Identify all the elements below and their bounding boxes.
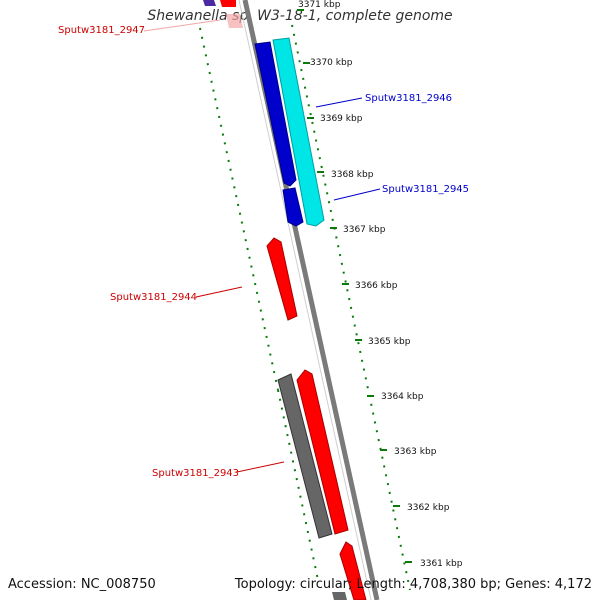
gene-label-group-2946: Sputw3181_2946: [315, 93, 452, 108]
tick-label-3365: 3365 kbp: [368, 337, 411, 347]
gene-label-2947[interactable]: Sputw3181_2947: [58, 25, 145, 36]
gene-bottom-cds[interactable]: [339, 541, 367, 600]
gene-cyan-cds[interactable]: [272, 37, 325, 227]
tick-label-3361: 3361 kbp: [420, 559, 463, 569]
gc-track-right: [291, 24, 411, 591]
gene-label-group-2943: Sputw3181_2943: [152, 461, 285, 479]
tick-label-3371: 3371 kbp: [298, 0, 341, 10]
feature-top: [203, 0, 243, 28]
tick-label-3366: 3366 kbp: [355, 281, 398, 291]
gene-2943-cds[interactable]: [296, 369, 349, 535]
gene-bottom-gray-cds: [332, 592, 347, 600]
gene-label-group-2947: Sputw3181_2947: [58, 19, 221, 36]
gene-label-2944[interactable]: Sputw3181_2944: [110, 292, 197, 303]
tick-label-3363: 3363 kbp: [394, 447, 437, 457]
tick-label-3370: 3370 kbp: [310, 58, 353, 68]
gene-2945-cds[interactable]: [282, 187, 304, 227]
gene-label-2946[interactable]: Sputw3181_2946: [365, 93, 452, 104]
gene-label-group-2944: Sputw3181_2944: [110, 286, 243, 303]
map-title: Shewanella sp. W3-18-1, complete genome: [147, 8, 453, 24]
accession-text: Accession: NC_008750: [8, 577, 156, 592]
gene-2944-cds[interactable]: [266, 237, 298, 321]
gene-label-group-2945: Sputw3181_2945: [333, 184, 469, 201]
tick-label-3362: 3362 kbp: [407, 503, 450, 513]
gene-2946-cds[interactable]: [254, 41, 297, 187]
tick-label-3364: 3364 kbp: [381, 392, 424, 402]
gene-gray-cds[interactable]: [277, 373, 333, 539]
genome-summary-text: Topology: circular; Length: 4,708,380 bp…: [234, 577, 592, 592]
tick-label-3369: 3369 kbp: [320, 114, 363, 124]
tick-label-3367: 3367 kbp: [343, 225, 386, 235]
gene-label-2945[interactable]: Sputw3181_2945: [382, 184, 469, 195]
tick-label-3368: 3368 kbp: [331, 170, 374, 180]
backbone: [238, 0, 380, 600]
gene-label-2943[interactable]: Sputw3181_2943: [152, 468, 239, 479]
tick-marks: [297, 9, 412, 563]
